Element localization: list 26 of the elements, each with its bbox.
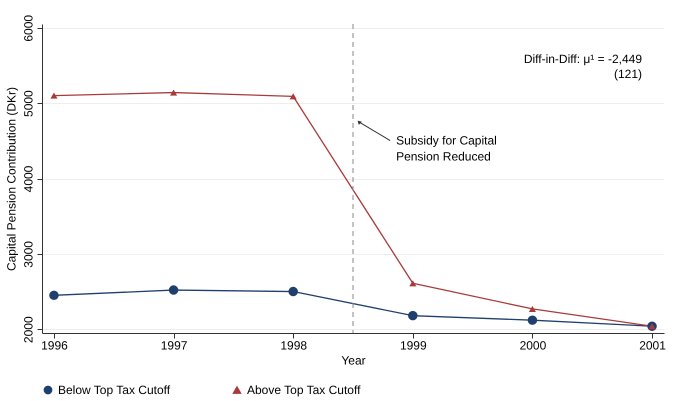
x-axis-title: Year <box>341 354 366 368</box>
y-tick-label: 3000 <box>22 240 36 268</box>
x-tick-label: 1999 <box>400 338 427 352</box>
annotation: Subsidy for Capital Pension Reduced <box>396 134 497 164</box>
point <box>50 92 58 99</box>
point <box>168 285 178 295</box>
y-axis-title: Capital Pension Contribution (DKr) <box>4 86 18 272</box>
point <box>528 306 536 312</box>
point <box>408 310 418 320</box>
x-tick-label: 1997 <box>160 338 188 352</box>
y-tick-label: 5000 <box>22 90 36 117</box>
point <box>49 290 59 300</box>
y-tick-label: 4000 <box>22 165 36 192</box>
annotation: Diff-in-Diff: μ¹ = -2,449 (121) <box>524 52 642 81</box>
x-tick-label: 1996 <box>41 338 68 352</box>
point <box>290 93 297 100</box>
legend-label: Above Top Tax Cutoff <box>247 383 362 397</box>
legend-label: Below Top Tax Cutoff <box>58 383 171 397</box>
x-tick-label: 2001 <box>639 338 666 352</box>
point <box>288 286 298 296</box>
y-tick-label: 6000 <box>22 14 36 42</box>
point <box>409 280 416 286</box>
x-tick-label: 2000 <box>520 338 547 352</box>
point <box>170 90 178 96</box>
x-tick-label: 1998 <box>280 338 308 352</box>
point <box>528 315 538 325</box>
